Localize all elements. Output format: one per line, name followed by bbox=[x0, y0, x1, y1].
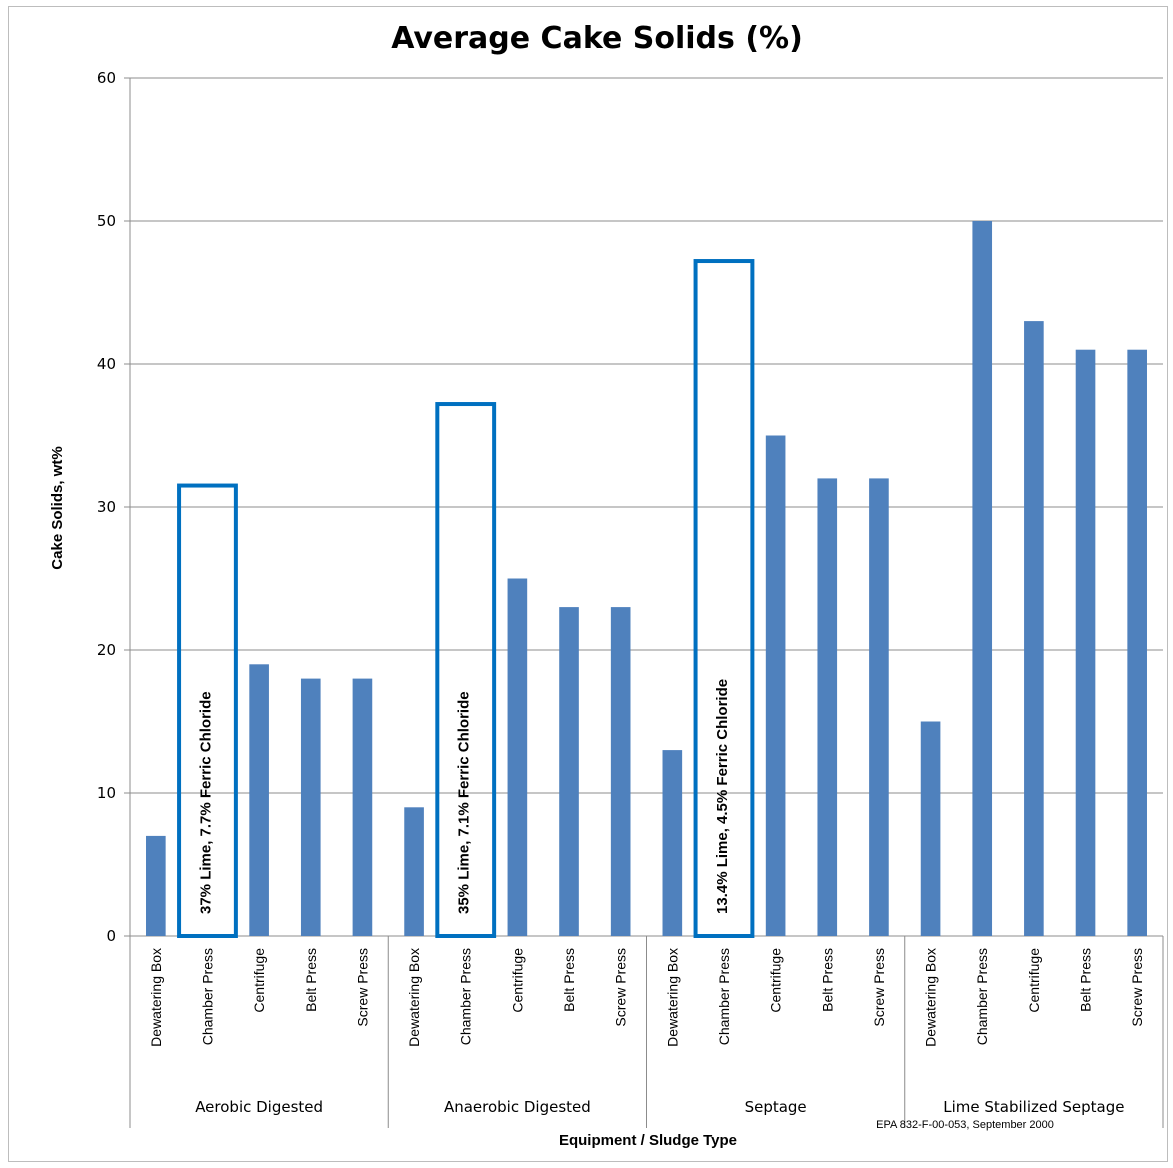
chart-frame bbox=[8, 6, 1168, 1162]
group-label: Aerobic Digested bbox=[195, 1098, 323, 1116]
bar bbox=[920, 721, 941, 936]
x-tick-label: Centrifuge bbox=[509, 948, 525, 1013]
y-tick-label: 60 bbox=[97, 69, 116, 87]
x-tick-label: Chamber Press bbox=[716, 948, 732, 1045]
x-tick-label: Centrifuge bbox=[768, 948, 784, 1013]
bar bbox=[662, 750, 683, 936]
bar bbox=[300, 678, 321, 936]
x-tick-label: Centrifuge bbox=[1026, 948, 1042, 1013]
x-tick-label: Belt Press bbox=[819, 948, 835, 1012]
x-tick-label: Dewatering Box bbox=[664, 948, 680, 1047]
annotation-label: 35% Lime, 7.1% Ferric Chloride bbox=[456, 691, 473, 914]
x-tick-label: Dewatering Box bbox=[148, 948, 164, 1047]
x-axis-label: Equipment / Sludge Type bbox=[559, 1132, 737, 1149]
y-tick-label: 0 bbox=[106, 927, 116, 945]
bar bbox=[1024, 321, 1044, 937]
annotation-box bbox=[693, 259, 755, 939]
bar bbox=[765, 435, 786, 936]
x-tick-label: Dewatering Box bbox=[923, 948, 939, 1047]
x-tick-label: Belt Press bbox=[1078, 948, 1094, 1012]
bar bbox=[817, 478, 838, 936]
annotations: 37% Lime, 7.7% Ferric Chloride 35% Lime, … bbox=[177, 259, 755, 939]
bar bbox=[249, 664, 269, 936]
x-tick-label: Screw Press bbox=[613, 948, 629, 1027]
x-tick-label: Centrifuge bbox=[251, 948, 267, 1013]
bars bbox=[146, 221, 1147, 937]
annotation-box bbox=[435, 402, 497, 939]
group-labels: Aerobic Digested Anaerobic Digested Septag… bbox=[195, 1098, 1124, 1116]
bar bbox=[404, 807, 424, 936]
group-label: Lime Stabilized Septage bbox=[943, 1098, 1124, 1116]
y-tick-label: 20 bbox=[97, 641, 116, 659]
category-labels: Dewatering Box Chamber Press Centrifuge Bel… bbox=[148, 948, 1145, 1047]
gridlines bbox=[130, 77, 1163, 794]
bar bbox=[352, 678, 373, 936]
x-tick-label: Screw Press bbox=[1129, 948, 1145, 1027]
y-tick-label: 50 bbox=[97, 212, 116, 230]
y-tick-label: 30 bbox=[97, 498, 116, 516]
axes bbox=[129, 78, 1164, 1128]
bar bbox=[507, 578, 528, 936]
x-tick-label: Chamber Press bbox=[199, 948, 215, 1045]
x-tick-label: Screw Press bbox=[354, 948, 370, 1027]
annotation-box bbox=[177, 483, 238, 938]
bar bbox=[972, 221, 993, 936]
bar bbox=[1075, 349, 1096, 936]
source-note: EPA 832-F-00-053, September 2000 bbox=[876, 1119, 1054, 1131]
y-tick-label: 40 bbox=[97, 355, 116, 373]
y-axis-label: Cake Solids, wt% bbox=[49, 446, 66, 569]
bar bbox=[559, 607, 579, 936]
x-tick-label: Belt Press bbox=[561, 948, 577, 1012]
bar bbox=[1127, 349, 1147, 936]
annotation-label: 13.4% Lime, 4.5% Ferric Chloride bbox=[714, 679, 731, 914]
x-tick-label: Chamber Press bbox=[974, 948, 990, 1045]
x-tick-label: Chamber Press bbox=[458, 948, 474, 1045]
bar bbox=[869, 478, 889, 936]
group-label: Anaerobic Digested bbox=[444, 1098, 591, 1116]
x-tick-label: Dewatering Box bbox=[406, 948, 422, 1047]
bar bbox=[610, 607, 631, 936]
bar bbox=[146, 835, 166, 936]
y-axis-ticks: 0 10 20 30 40 50 60 bbox=[97, 69, 130, 945]
x-tick-label: Belt Press bbox=[303, 948, 319, 1012]
annotation-label: 37% Lime, 7.7% Ferric Chloride bbox=[197, 691, 214, 914]
chart-title: Average Cake Solids (%) bbox=[391, 21, 803, 56]
x-tick-label: Screw Press bbox=[871, 948, 887, 1027]
group-label: Septage bbox=[745, 1098, 807, 1116]
y-tick-label: 10 bbox=[97, 784, 116, 802]
